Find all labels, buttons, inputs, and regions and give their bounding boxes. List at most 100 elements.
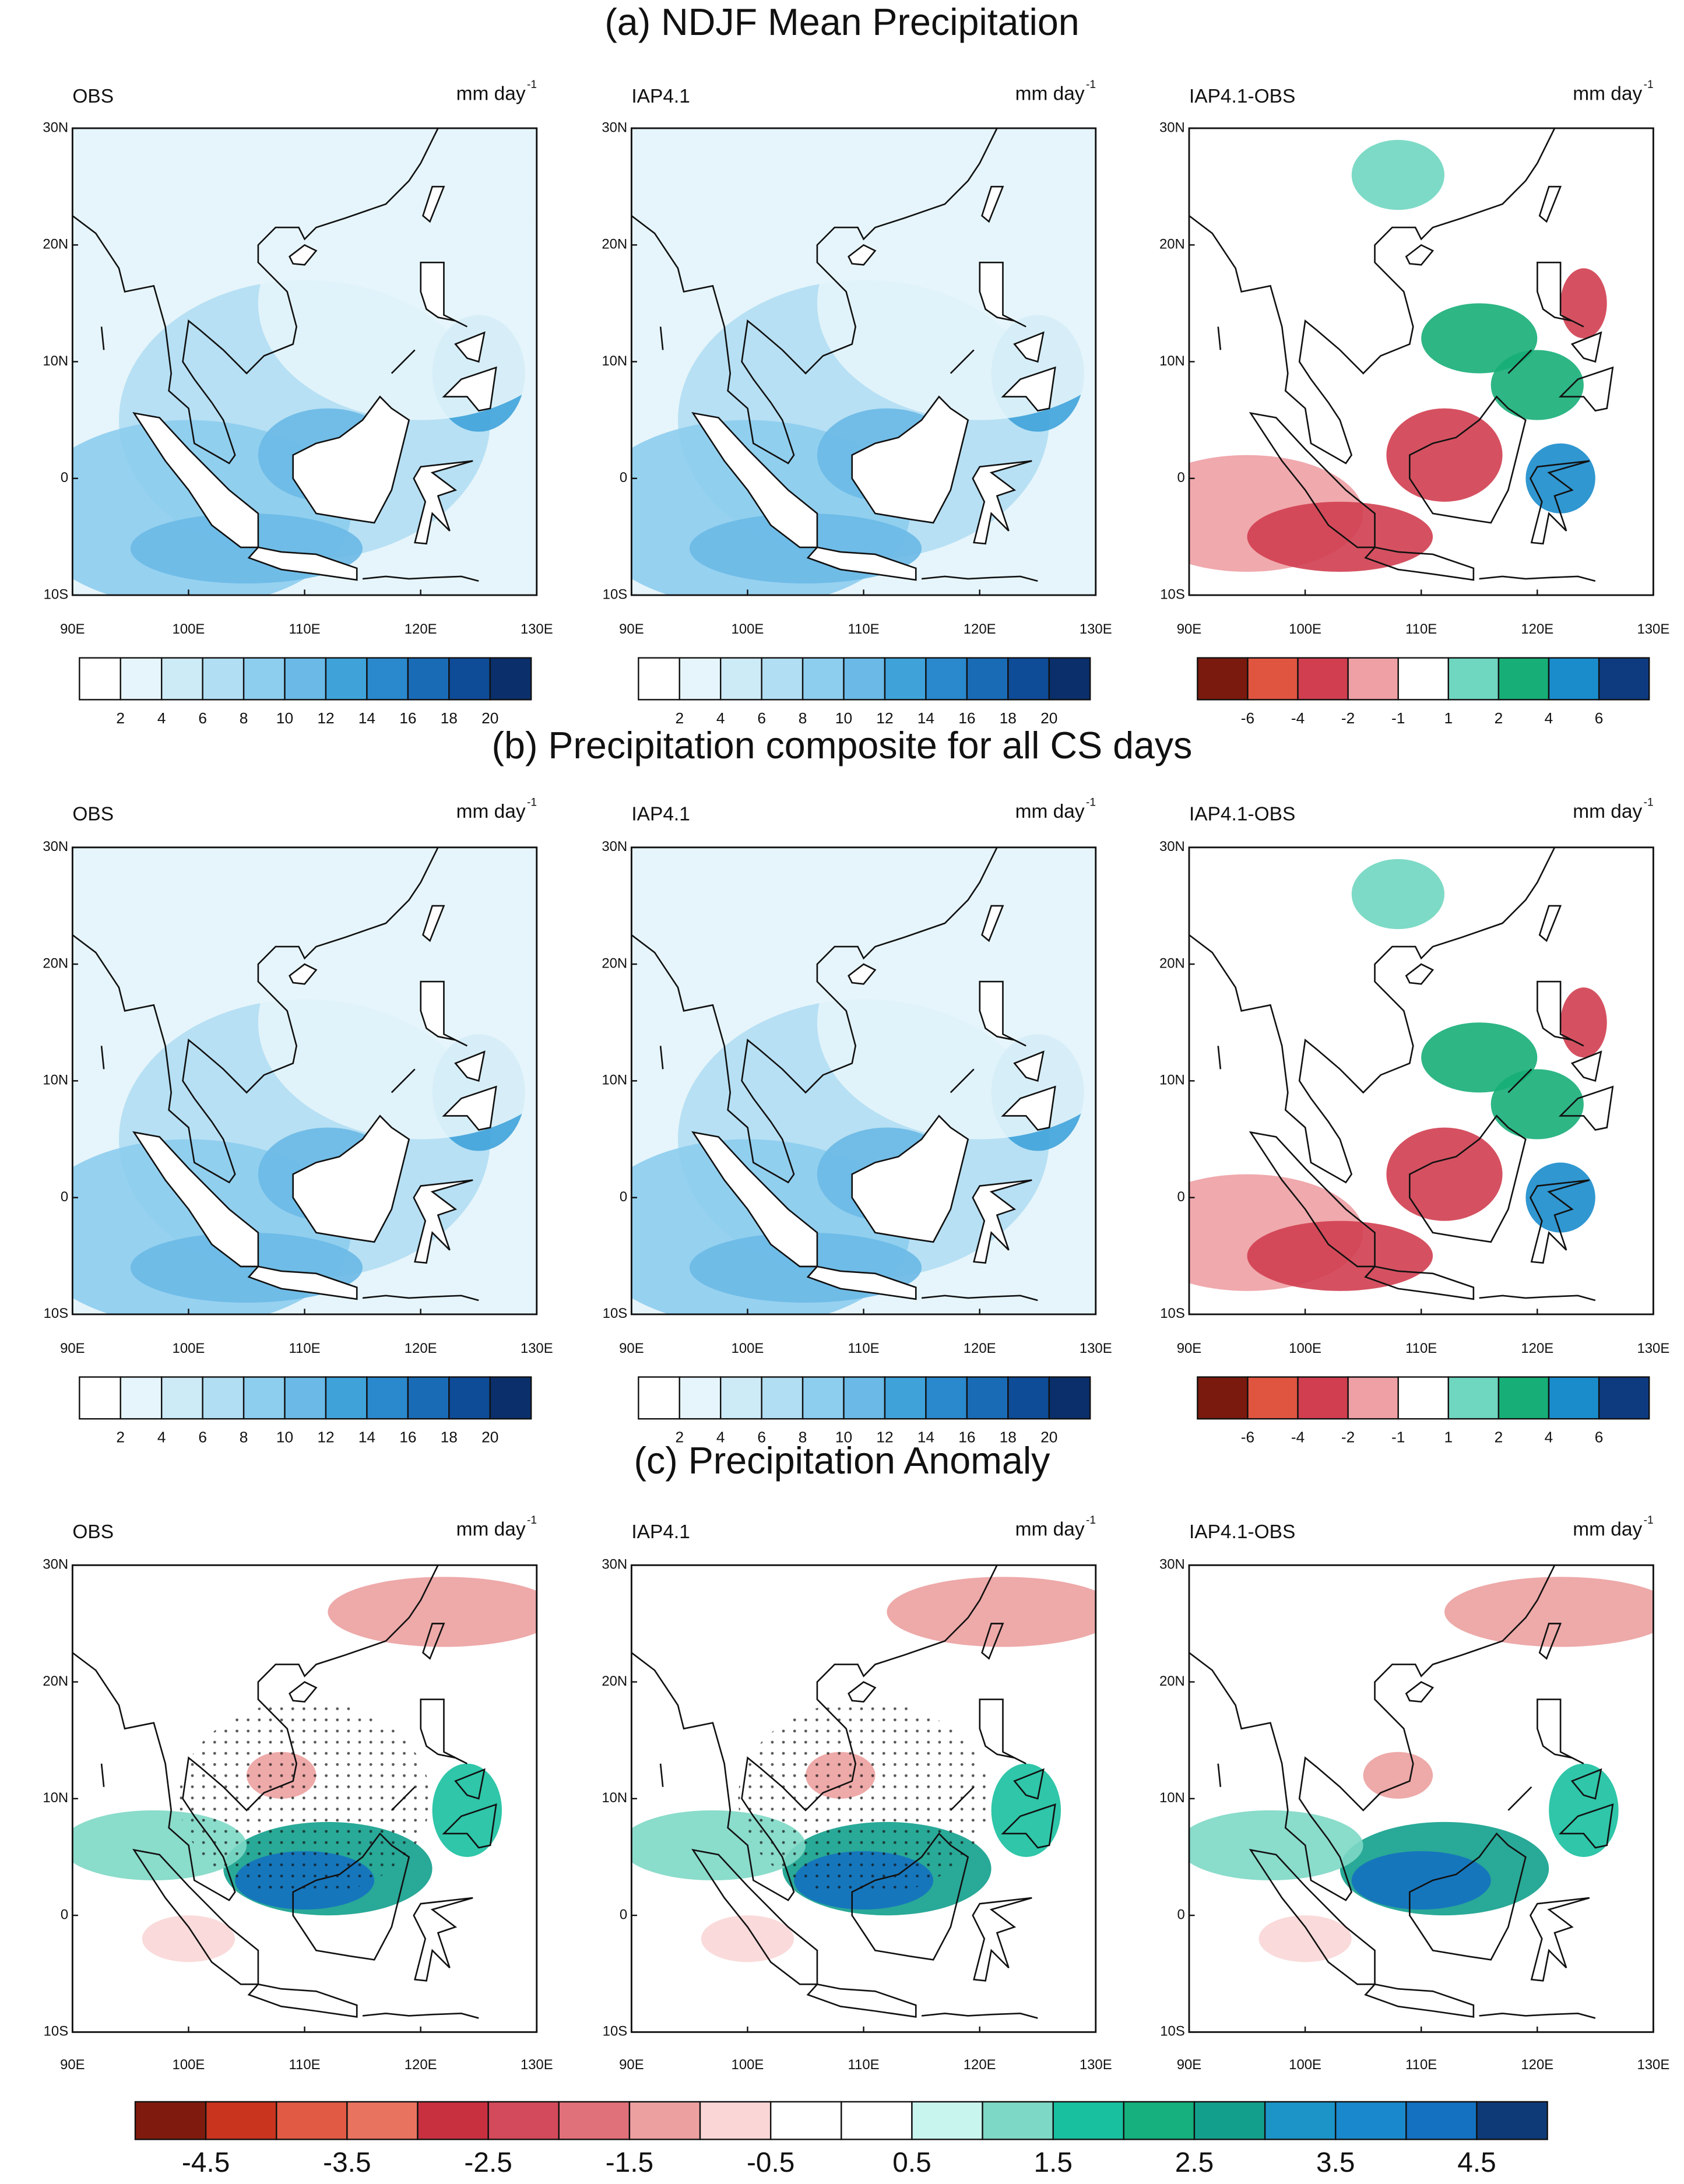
colorbar-label: 12 [317,1429,334,1446]
field-blob [258,187,537,420]
coastline [1537,980,1584,1047]
field-blob [1490,1069,1584,1140]
y-tick-label: 30N [602,1557,627,1573]
coastline [1217,1763,1222,1787]
y-tick-label: 0 [620,1189,627,1205]
coastline [1013,331,1045,363]
field-blob [1351,1851,1491,1910]
colorbar-label: -3.5 [323,2147,371,2178]
colorbar-label: 12 [876,1429,893,1446]
panel-label: IAP4.1-OBS [1189,86,1295,107]
unit-label: mm day [1573,83,1642,104]
colorbar-box [1397,1376,1450,1420]
colorbar-box [242,657,286,701]
unit-label: mm day [1573,801,1642,822]
coastline [422,1623,445,1660]
coastline [806,546,917,581]
coastline [848,963,877,985]
colorbar-label: 4 [716,1429,725,1446]
coastline [422,905,445,942]
x-tick-label: 110E [848,621,880,637]
colorbar-label: -4 [1291,1429,1305,1446]
coastline [289,963,318,985]
coastline [454,1050,486,1082]
y-tick-label: 20N [43,955,68,971]
colorbar-label: -1 [1391,709,1405,727]
colorbar-label: -4.5 [182,2147,230,2178]
coastline [950,349,975,374]
colorbar-label: 18 [441,709,458,727]
unit-exponent: -1 [1644,79,1654,91]
colorbar-box [1052,2101,1125,2140]
colorbar-box [911,2101,983,2140]
y-tick-label: 20N [1159,237,1185,252]
colorbar-label: 1.5 [1033,2147,1072,2178]
colorbar-label: 8 [240,1429,248,1446]
coastline [950,1068,975,1093]
colorbar-box [1347,657,1399,701]
colorbar-box [202,1376,245,1420]
y-tick-label: 0 [1177,1189,1185,1205]
colorbar-box [1335,2101,1407,2140]
coastline [420,261,468,328]
colorbar-box [1297,657,1349,701]
colorbar-box [202,657,245,701]
x-tick-label: 130E [1080,2057,1112,2073]
colorbar-box [119,657,163,701]
colorbar-label: 4 [1545,1429,1553,1446]
colorbar-box [769,2101,842,2140]
field-blob [1549,1763,1619,1857]
colorbar-label: -1 [1391,1429,1405,1446]
y-tick-label: 10N [602,1790,627,1806]
colorbar-box [1476,2101,1548,2140]
coastline [1364,546,1475,581]
coastline [659,326,664,350]
coastline [247,1265,358,1300]
coastline [391,349,416,374]
unit-exponent: -1 [527,796,537,808]
x-tick-label: 120E [1521,2057,1553,2073]
coastline [1558,366,1614,412]
coastline [1507,1786,1532,1811]
coastline [806,1265,917,1300]
coastline [921,2012,1038,2019]
coastline [442,1803,497,1849]
panel-label: OBS [72,86,114,107]
coastline [1405,1681,1435,1703]
coastline [979,261,1026,328]
unit-exponent: -1 [1086,1514,1096,1527]
coastline [972,1179,1032,1264]
coastline [659,1046,664,1070]
colorbar-box [366,657,409,701]
colorbar-box [161,657,203,701]
y-tick-label: 10S [44,2024,69,2039]
colorbar-label: 20 [1040,709,1057,727]
colorbar-box [366,1376,409,1420]
coastline [362,2012,479,2019]
colorbar-box [79,657,121,701]
coastline [631,847,998,1184]
coastline [100,1763,105,1787]
y-tick-label: 10N [602,353,627,369]
coastline [100,1046,105,1070]
colorbar-box [1497,657,1550,701]
colorbar-box [1264,2101,1337,2140]
colorbar-label: -2.5 [464,2147,512,2178]
coastline [362,1295,479,1302]
unit-exponent: -1 [527,1514,537,1527]
colorbar-label: -4 [1291,709,1305,727]
coastline [247,1983,358,2018]
coastline [100,326,105,350]
field-blob [328,1577,537,1647]
colorbar-box [79,1376,121,1420]
y-tick-label: 20N [602,1673,627,1689]
y-tick-label: 10S [44,1306,69,1321]
coastline [1001,1803,1056,1849]
y-tick-label: 30N [1159,119,1185,135]
colorbar-label: 2 [675,709,684,727]
colorbar-box [841,2101,913,2140]
x-tick-label: 90E [619,2057,644,2073]
x-tick-label: 120E [964,621,996,637]
coastline [292,395,410,524]
coastline [1558,1085,1614,1131]
